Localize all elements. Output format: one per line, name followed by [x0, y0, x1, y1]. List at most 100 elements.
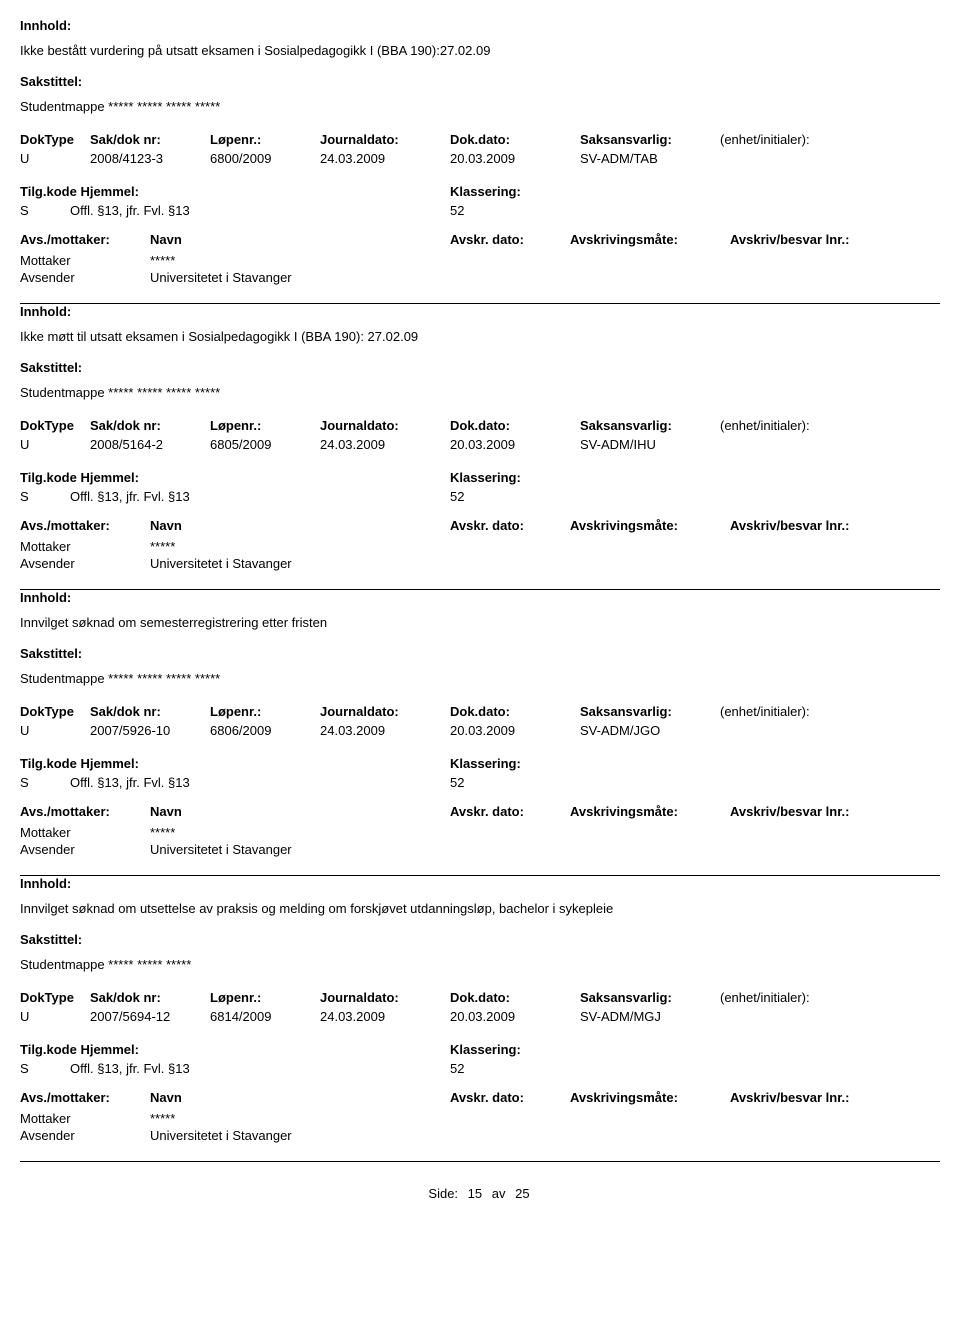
hjemmel-value-row: S Offl. §13, jfr. Fvl. §13 52 — [20, 1061, 940, 1076]
party-row: Mottaker ***** — [20, 539, 940, 554]
lopenr-value: 6806/2009 — [210, 723, 320, 738]
klassering-value: 52 — [450, 775, 940, 790]
enhet-header: (enhet/initialer): — [720, 132, 940, 147]
avskrmate-header: Avskrivingsmåte: — [570, 804, 730, 819]
tilgkode-value: S — [20, 203, 70, 218]
page-footer: Side: 15 av 25 — [20, 1186, 940, 1201]
journaldato-value: 24.03.2009 — [320, 151, 450, 166]
hjemmel-value: Offl. §13, jfr. Fvl. §13 — [70, 1061, 450, 1076]
saksansvarlig-value: SV-ADM/IHU — [580, 437, 720, 452]
doktype-value: U — [20, 437, 90, 452]
sakstittel-label: Sakstittel: — [20, 74, 940, 89]
parties-list: Mottaker ***** Avsender Universitetet i … — [20, 253, 940, 285]
party-role: Avsender — [20, 842, 150, 857]
navn-header: Navn — [150, 804, 450, 819]
records-container: Innhold: Ikke bestått vurdering på utsat… — [20, 18, 940, 1162]
journaldato-value: 24.03.2009 — [320, 437, 450, 452]
klassering-header: Klassering: — [450, 184, 940, 199]
dokdato-value: 20.03.2009 — [450, 723, 580, 738]
party-row: Avsender Universitetet i Stavanger — [20, 842, 940, 857]
enhet-value — [720, 437, 940, 452]
avsmottaker-header: Avs./mottaker: — [20, 1090, 150, 1105]
saksansvarlig-header: Saksansvarlig: — [580, 132, 720, 147]
hjemmel-header-row: Tilg.kode Hjemmel: Klassering: — [20, 1042, 940, 1057]
hjemmel-block: Tilg.kode Hjemmel: Klassering: S Offl. §… — [20, 1042, 940, 1076]
journal-record: Innhold: Innvilget søknad om utsettelse … — [20, 876, 940, 1161]
sakdok-value: 2007/5926-10 — [90, 723, 210, 738]
avsmottaker-header: Avs./mottaker: — [20, 232, 150, 247]
innhold-text: Ikke møtt til utsatt eksamen i Sosialped… — [20, 329, 940, 344]
enhet-header: (enhet/initialer): — [720, 704, 940, 719]
hjemmel-header-row: Tilg.kode Hjemmel: Klassering: — [20, 756, 940, 771]
hjemmel-block: Tilg.kode Hjemmel: Klassering: S Offl. §… — [20, 470, 940, 504]
lopenr-value: 6805/2009 — [210, 437, 320, 452]
doc-header-row: DokType Sak/dok nr: Løpenr.: Journaldato… — [20, 418, 940, 433]
party-name: ***** — [150, 825, 940, 840]
sakstittel-text: Studentmappe ***** ***** ***** ***** — [20, 671, 940, 686]
saksansvarlig-header: Saksansvarlig: — [580, 990, 720, 1005]
doktype-header: DokType — [20, 132, 90, 147]
klassering-value: 52 — [450, 489, 940, 504]
avskrivlnr-header: Avskriv/besvar lnr.: — [730, 804, 940, 819]
klassering-value: 52 — [450, 203, 940, 218]
doktype-value: U — [20, 151, 90, 166]
avskrmate-header: Avskrivingsmåte: — [570, 1090, 730, 1105]
parties-list: Mottaker ***** Avsender Universitetet i … — [20, 825, 940, 857]
sakstittel-text: Studentmappe ***** ***** ***** ***** — [20, 385, 940, 400]
saksansvarlig-value: SV-ADM/MGJ — [580, 1009, 720, 1024]
lopenr-value: 6800/2009 — [210, 151, 320, 166]
doktype-value: U — [20, 723, 90, 738]
party-row: Mottaker ***** — [20, 253, 940, 268]
avskrivlnr-header: Avskriv/besvar lnr.: — [730, 518, 940, 533]
dokdato-header: Dok.dato: — [450, 132, 580, 147]
hjemmel-value-row: S Offl. §13, jfr. Fvl. §13 52 — [20, 775, 940, 790]
sakstittel-text: Studentmappe ***** ***** ***** ***** — [20, 99, 940, 114]
hjemmel-value: Offl. §13, jfr. Fvl. §13 — [70, 489, 450, 504]
journal-record: Innhold: Ikke møtt til utsatt eksamen i … — [20, 304, 940, 589]
doktype-header: DokType — [20, 418, 90, 433]
avskrivlnr-header: Avskriv/besvar lnr.: — [730, 1090, 940, 1105]
hjemmel-header-row: Tilg.kode Hjemmel: Klassering: — [20, 470, 940, 485]
journaldato-header: Journaldato: — [320, 990, 450, 1005]
dokdato-header: Dok.dato: — [450, 418, 580, 433]
saksansvarlig-value: SV-ADM/TAB — [580, 151, 720, 166]
innhold-text: Innvilget søknad om semesterregistrering… — [20, 615, 940, 630]
avskrmate-header: Avskrivingsmåte: — [570, 232, 730, 247]
sakdok-value: 2007/5694-12 — [90, 1009, 210, 1024]
party-header-row: Avs./mottaker: Navn Avskr. dato: Avskriv… — [20, 804, 940, 819]
doc-value-row: U 2007/5694-12 6814/2009 24.03.2009 20.0… — [20, 1009, 940, 1024]
enhet-value — [720, 151, 940, 166]
tilgkode-hjemmel-header: Tilg.kode Hjemmel: — [20, 756, 450, 771]
party-role: Avsender — [20, 1128, 150, 1143]
journal-record: Innhold: Innvilget søknad om semesterreg… — [20, 590, 940, 875]
tilgkode-value: S — [20, 1061, 70, 1076]
parties-list: Mottaker ***** Avsender Universitetet i … — [20, 539, 940, 571]
avskrivlnr-header: Avskriv/besvar lnr.: — [730, 232, 940, 247]
lopenr-header: Løpenr.: — [210, 704, 320, 719]
innhold-text: Innvilget søknad om utsettelse av praksi… — [20, 901, 940, 916]
dokdato-header: Dok.dato: — [450, 990, 580, 1005]
doc-value-row: U 2007/5926-10 6806/2009 24.03.2009 20.0… — [20, 723, 940, 738]
innhold-text: Ikke bestått vurdering på utsatt eksamen… — [20, 43, 940, 58]
lopenr-header: Løpenr.: — [210, 990, 320, 1005]
enhet-value — [720, 723, 940, 738]
hjemmel-value-row: S Offl. §13, jfr. Fvl. §13 52 — [20, 203, 940, 218]
party-name: Universitetet i Stavanger — [150, 270, 940, 285]
doc-header-row: DokType Sak/dok nr: Løpenr.: Journaldato… — [20, 132, 940, 147]
navn-header: Navn — [150, 232, 450, 247]
sakdok-value: 2008/4123-3 — [90, 151, 210, 166]
sakdok-header: Sak/dok nr: — [90, 418, 210, 433]
party-role: Mottaker — [20, 539, 150, 554]
saksansvarlig-value: SV-ADM/JGO — [580, 723, 720, 738]
journaldato-header: Journaldato: — [320, 418, 450, 433]
party-row: Avsender Universitetet i Stavanger — [20, 556, 940, 571]
tilgkode-hjemmel-header: Tilg.kode Hjemmel: — [20, 1042, 450, 1057]
journaldato-value: 24.03.2009 — [320, 723, 450, 738]
enhet-header: (enhet/initialer): — [720, 418, 940, 433]
dokdato-value: 20.03.2009 — [450, 437, 580, 452]
doc-header-row: DokType Sak/dok nr: Løpenr.: Journaldato… — [20, 990, 940, 1005]
page-total: 25 — [515, 1186, 529, 1201]
party-role: Mottaker — [20, 1111, 150, 1126]
enhet-header: (enhet/initialer): — [720, 990, 940, 1005]
journaldato-value: 24.03.2009 — [320, 1009, 450, 1024]
